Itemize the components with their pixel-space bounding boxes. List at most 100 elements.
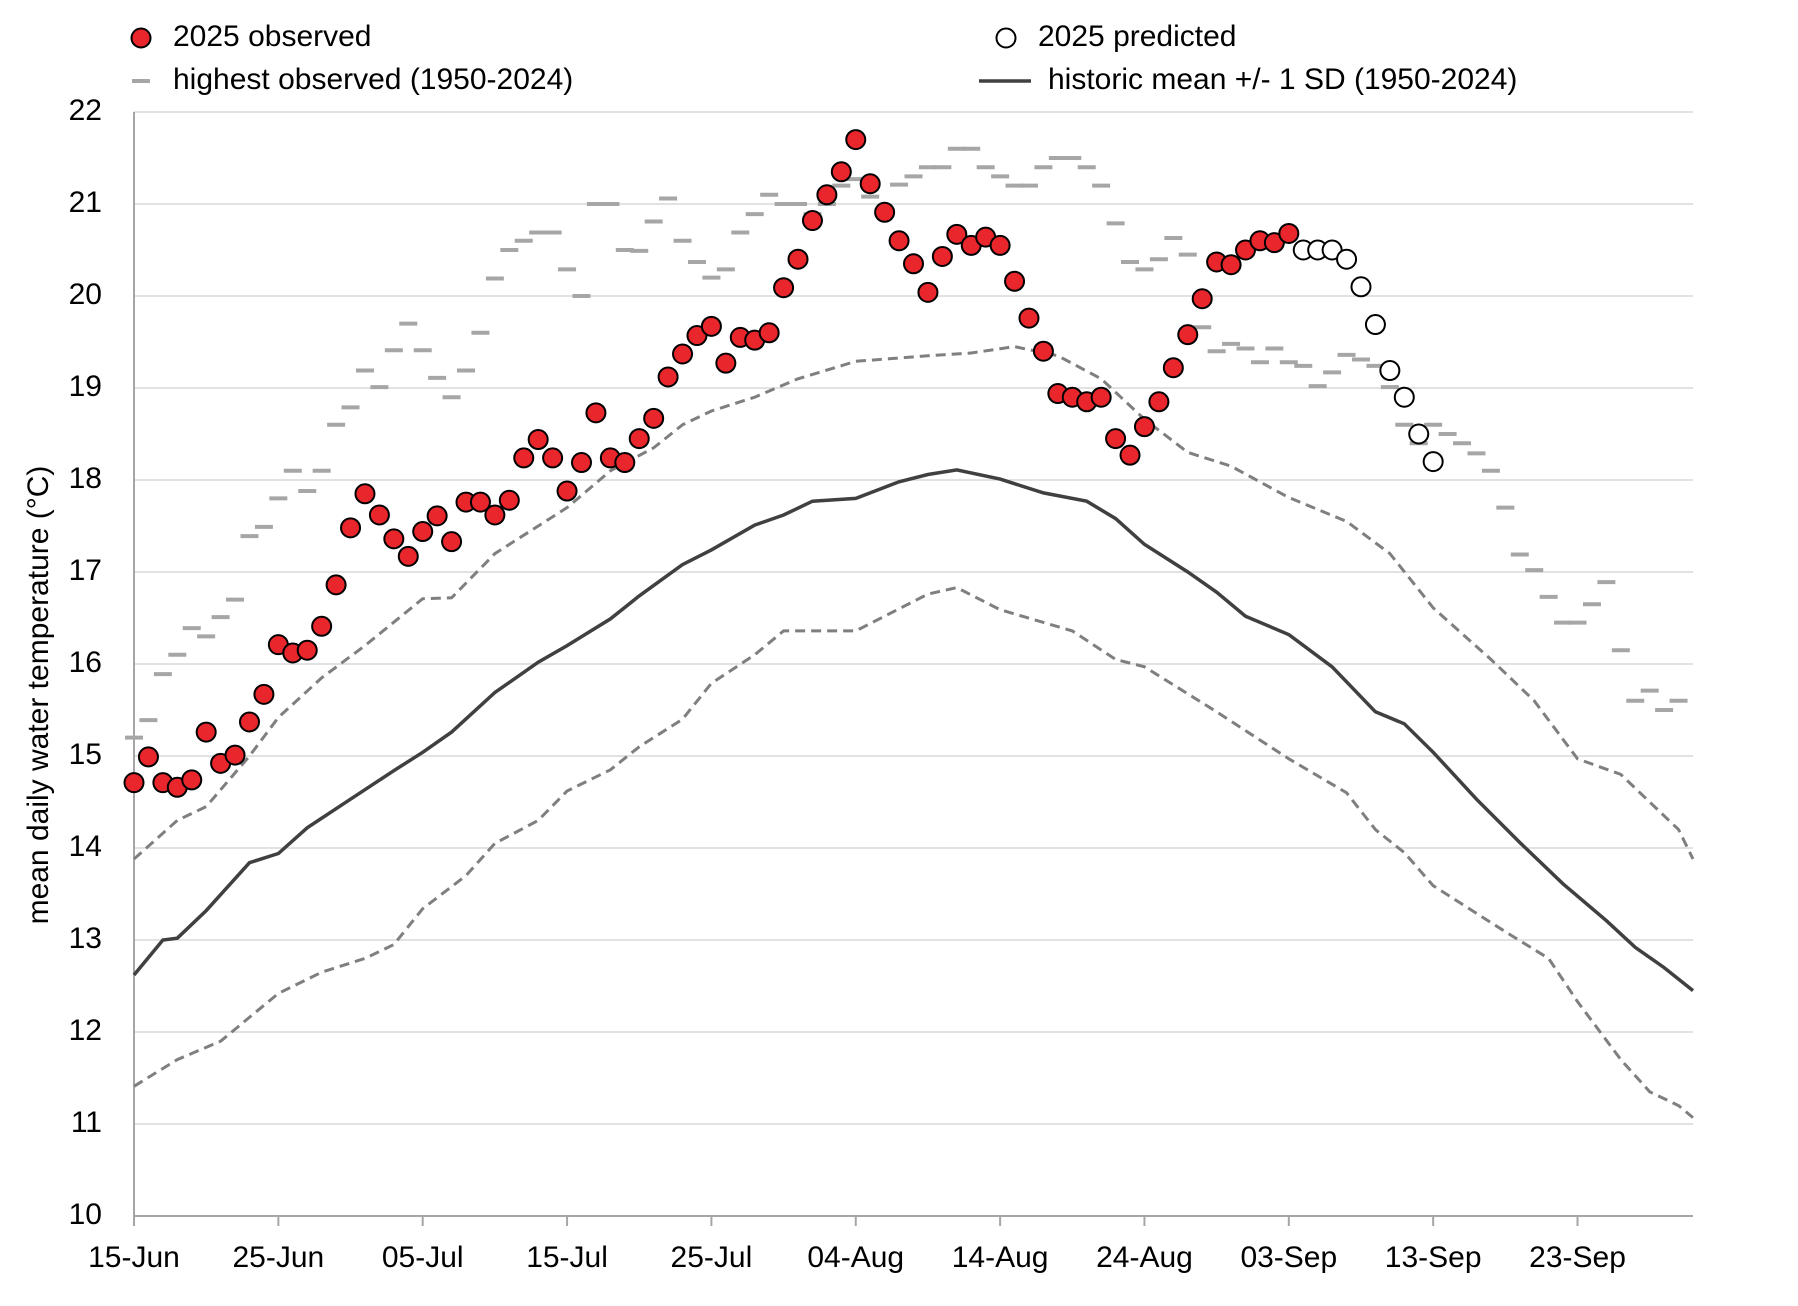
sd-line [133, 586, 1694, 1119]
point [1350, 276, 1372, 298]
point [1148, 391, 1170, 413]
point [888, 230, 910, 252]
sd-line [133, 345, 1695, 861]
point [556, 480, 578, 502]
point [498, 489, 520, 511]
point [1162, 357, 1184, 379]
legend-marker [995, 27, 1017, 49]
point [253, 683, 275, 705]
y-tick-label: 19 [69, 370, 102, 403]
point [383, 528, 405, 550]
point [397, 545, 419, 567]
point [542, 447, 564, 469]
x-tick-label: 25-Jun [232, 1241, 324, 1274]
point [1018, 307, 1040, 329]
point [989, 234, 1011, 256]
x-tick-label: 24-Aug [1096, 1241, 1193, 1274]
point [1408, 423, 1430, 445]
legend-marker [130, 27, 152, 49]
x-tick-label: 13-Sep [1385, 1241, 1482, 1274]
y-tick-label: 15 [69, 738, 102, 771]
point [412, 521, 434, 543]
point [773, 277, 795, 299]
y-tick-label: 17 [69, 554, 102, 587]
point [657, 366, 679, 388]
y-tick-label: 16 [69, 646, 102, 679]
point [801, 210, 823, 232]
point [715, 352, 737, 374]
point [816, 184, 838, 206]
mean-line [132, 468, 1695, 992]
point [1177, 324, 1199, 346]
point [1090, 386, 1112, 408]
point [917, 281, 939, 303]
point [368, 504, 390, 526]
point [758, 322, 780, 344]
x-tick-label: 14-Aug [952, 1241, 1049, 1274]
point [426, 505, 448, 527]
point [874, 201, 896, 223]
x-tick-label: 03-Sep [1240, 1241, 1337, 1274]
y-tick-label: 18 [69, 462, 102, 495]
point [1393, 386, 1415, 408]
x-tick-label: 15-Jun [88, 1241, 180, 1274]
y-tick-label: 11 [71, 1106, 102, 1139]
point [1336, 248, 1358, 270]
legend-label: highest observed (1950-2024) [173, 63, 573, 96]
y-axis-title: mean daily water temperature (°C) [22, 466, 55, 925]
point [585, 402, 607, 424]
point [643, 407, 665, 429]
legend-label: 2025 predicted [1038, 20, 1237, 53]
point [946, 223, 968, 245]
point [469, 491, 491, 513]
point [1220, 254, 1242, 276]
point [484, 504, 506, 526]
point [1364, 314, 1386, 336]
point [931, 245, 953, 267]
point [527, 429, 549, 451]
y-tick-label: 22 [69, 94, 102, 127]
point [614, 452, 636, 474]
legend-label: historic mean +/- 1 SD (1950-2024) [1048, 63, 1517, 96]
point [1105, 428, 1127, 450]
point [181, 769, 203, 791]
y-tick-label: 20 [69, 278, 102, 311]
point [787, 248, 809, 270]
point [513, 447, 535, 469]
point [325, 574, 347, 596]
x-tick-label: 04-Aug [807, 1241, 904, 1274]
x-tick-label: 25-Jul [671, 1241, 753, 1274]
point [137, 746, 159, 768]
y-tick-label: 21 [69, 186, 102, 219]
y-tick-label: 12 [69, 1014, 102, 1047]
y-tick-label: 10 [69, 1198, 102, 1231]
point [441, 531, 463, 553]
point [1032, 340, 1054, 362]
point [1278, 222, 1300, 244]
point [296, 639, 318, 661]
point [1133, 416, 1155, 438]
point [123, 772, 145, 794]
point [195, 721, 217, 743]
legend-label: 2025 observed [173, 20, 372, 53]
point [1191, 288, 1213, 310]
point [903, 253, 924, 275]
point [238, 711, 260, 733]
point [1004, 270, 1026, 292]
point [224, 744, 246, 766]
point [1422, 451, 1444, 473]
y-tick-label: 14 [69, 830, 102, 863]
point [830, 161, 852, 183]
x-tick-label: 23-Sep [1529, 1241, 1626, 1274]
point [859, 173, 881, 195]
point [311, 615, 333, 637]
point [354, 483, 376, 505]
point [672, 343, 694, 365]
point [628, 428, 650, 450]
point [340, 517, 362, 539]
x-tick-label: 05-Jul [382, 1241, 464, 1274]
point [700, 315, 722, 337]
x-tick-label: 15-Jul [526, 1241, 608, 1274]
point [1379, 360, 1401, 382]
